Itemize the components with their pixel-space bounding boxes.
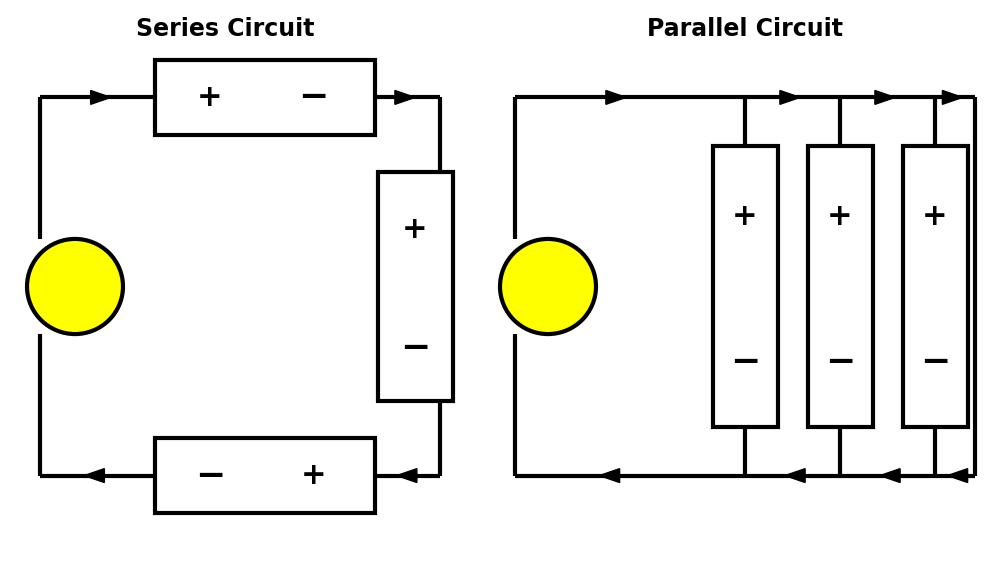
Text: Parallel Circuit: Parallel Circuit: [647, 17, 843, 41]
Polygon shape: [780, 91, 800, 104]
Text: −: −: [298, 80, 329, 115]
Text: −: −: [920, 346, 950, 379]
Ellipse shape: [27, 239, 123, 334]
Polygon shape: [606, 91, 626, 104]
Bar: [712, 146, 778, 427]
Polygon shape: [942, 91, 963, 104]
Bar: [808, 146, 872, 427]
Text: +: +: [732, 202, 758, 231]
Ellipse shape: [500, 239, 596, 334]
Polygon shape: [880, 469, 900, 482]
Text: +: +: [197, 83, 223, 112]
Bar: [378, 172, 452, 401]
Text: +: +: [301, 461, 326, 490]
Polygon shape: [875, 91, 895, 104]
Text: −: −: [825, 346, 855, 379]
Text: Series Circuit: Series Circuit: [136, 17, 314, 41]
Polygon shape: [91, 91, 111, 104]
Text: +: +: [922, 202, 948, 231]
Polygon shape: [785, 469, 805, 482]
Text: +: +: [827, 202, 853, 231]
Text: +: +: [402, 215, 428, 244]
Polygon shape: [947, 469, 968, 482]
Polygon shape: [84, 469, 104, 482]
Text: −: −: [195, 458, 225, 493]
Polygon shape: [599, 469, 620, 482]
Polygon shape: [397, 469, 417, 482]
Bar: [155, 60, 375, 135]
Text: −: −: [400, 331, 430, 366]
Polygon shape: [395, 91, 415, 104]
Bar: [903, 146, 968, 427]
Text: −: −: [730, 346, 760, 379]
Bar: [155, 438, 375, 513]
